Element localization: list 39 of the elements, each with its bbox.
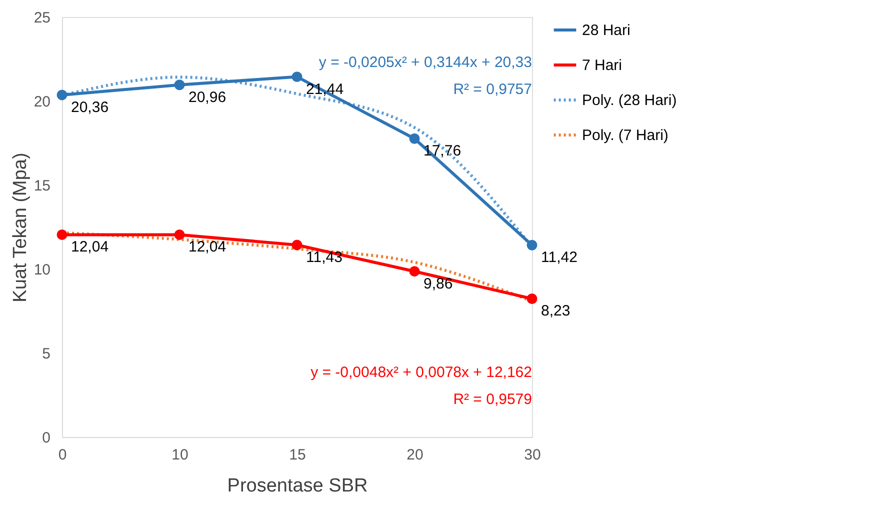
data-label: 11,43 [306,248,342,266]
legend-label: 28 Hari [582,22,630,39]
legend-label: Poly. (7 Hari) [582,127,668,144]
y-tick-label: 15 [34,178,50,194]
data-label: 9,86 [424,275,453,292]
legend-label: Poly. (28 Hari) [582,92,677,109]
point [526,240,538,250]
x-tick-label: 15 [289,446,306,464]
data-label: 20,36 [71,98,109,116]
point [292,240,302,250]
x-tick-label: 0 [58,446,67,464]
x-tick-label: 20 [406,446,424,464]
annotation: y = -0,0205x² + 0,3144x + 20,33 [318,54,532,71]
point [56,90,68,100]
data-label: 20,96 [188,88,226,106]
point [409,133,420,144]
annotation: R² = 0,9757 [453,81,532,98]
x-axis-title: Prosentase SBR [227,476,368,496]
y-tick-label: 5 [42,346,50,362]
annotation: y = -0,0048x² + 0,0078x + 12,162 [310,364,532,381]
point [56,229,68,240]
annotation: R² = 0,9579 [453,391,532,408]
y-tick-label: 0 [42,430,50,446]
data-label: 12,04 [71,238,109,256]
point [174,80,185,90]
x-tick-label: 10 [172,446,188,464]
y-tick-label: 10 [34,262,50,278]
data-label: 8,23 [541,302,570,320]
point [526,294,538,304]
data-label: 11,42 [541,249,578,266]
x-tick-label: 30 [524,446,541,464]
point [292,72,302,82]
legend-label: 7 Hari [582,57,622,74]
point [409,266,420,277]
data-label: 12,04 [188,238,226,256]
y-tick-label: 20 [34,94,50,110]
y-tick-label: 25 [34,10,50,26]
point [174,229,185,240]
y-axis-title: Kuat Tekan (Mpa) [10,152,31,302]
